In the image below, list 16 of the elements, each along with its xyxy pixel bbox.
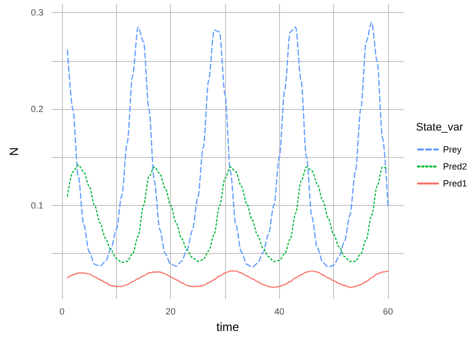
legend-label: Prey <box>443 144 462 154</box>
x-tick-label: 20 <box>166 306 176 316</box>
x-axis-title: time <box>216 320 240 334</box>
y-tick-label: 0.2 <box>30 104 44 114</box>
y-tick-label: 0.1 <box>30 200 44 210</box>
x-tick-label: 60 <box>382 306 393 316</box>
x-tick-label: 40 <box>274 306 284 316</box>
line-series <box>66 22 389 268</box>
line-series <box>66 164 389 263</box>
legend-label: Pred1 <box>443 178 468 188</box>
legend-label: Pred2 <box>443 162 468 172</box>
legend-title: State_var <box>416 122 464 134</box>
x-tick-label: 0 <box>59 306 65 316</box>
y-tick-label: 0.3 <box>30 8 44 18</box>
y-axis-title: N <box>7 147 21 156</box>
line-series <box>66 270 389 288</box>
